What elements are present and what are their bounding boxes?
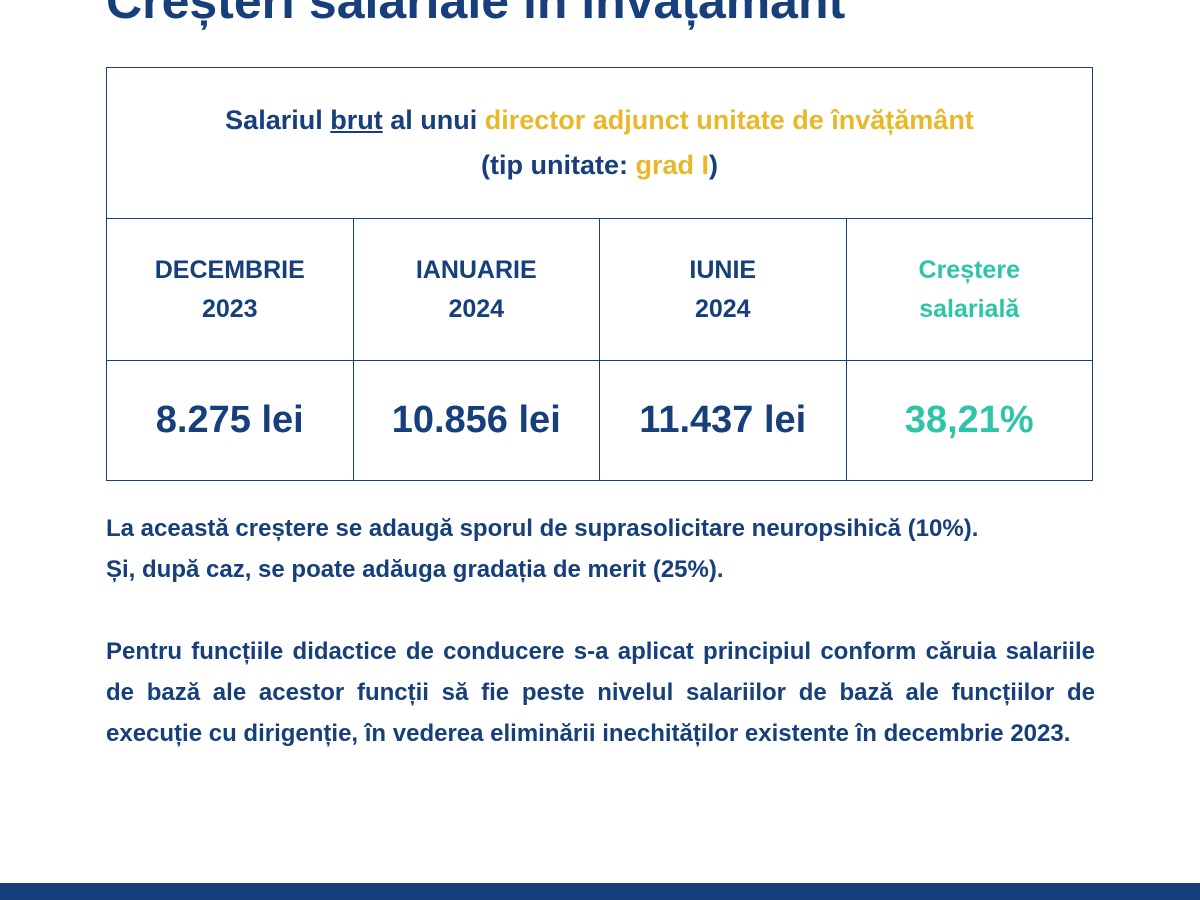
caption-segment: brut (330, 105, 383, 135)
header-cell: IANUARIE 2024 (352, 218, 600, 361)
table-caption: Salariul brut al unui director adjunct u… (106, 67, 1093, 219)
note-text: Și, după caz, se poate adăuga (106, 556, 453, 583)
header-line: Creștere (918, 255, 1020, 284)
header-line: 2023 (201, 294, 258, 323)
note-text: gradația de merit (25%). (452, 556, 724, 583)
header-cell: DECEMBRIE 2023 (106, 218, 354, 361)
header-line: 2024 (448, 294, 505, 323)
salary-table: Salariul brut al unui director adjunct u… (106, 67, 1093, 481)
caption-segment: ) (709, 150, 718, 180)
note-paragraph: Și, după caz, se poate adăuga gradația d… (106, 549, 1095, 590)
note-text: Pentru funcțiile didactice de conducere … (106, 638, 1095, 747)
value-cell: 10.856 lei (352, 360, 600, 481)
caption-segment: director adjunct unitate de învățământ (484, 105, 974, 135)
header-line: IANUARIE (415, 255, 537, 284)
header-cell: IUNIE 2024 (599, 218, 847, 361)
value-row: 8.275 lei 10.856 lei 11.437 lei 38,21% (106, 360, 1093, 481)
header-line: 2024 (694, 294, 751, 323)
note-text: sporul de suprasolicitare neuropsihică (… (459, 515, 979, 542)
header-line: DECEMBRIE (154, 255, 305, 284)
note-paragraph: La această creștere se adaugă sporul de … (106, 508, 1095, 549)
header-line: IUNIE (689, 255, 757, 284)
value-cell: 38,21% (845, 360, 1093, 481)
notes: La această creștere se adaugă sporul de … (106, 508, 1095, 754)
note-text: în vederea eliminării inechităților exis… (364, 720, 1071, 747)
caption-segment: (tip unitate: (481, 150, 636, 180)
header-cell: Creștere salarială (845, 218, 1093, 361)
header-row: DECEMBRIE 2023 IANUARIE 2024 IUNIE 2024 Crește… (106, 218, 1093, 361)
header-line: salarială (919, 294, 1020, 323)
note-paragraph: Pentru funcțiile didactice de conducere … (106, 631, 1095, 754)
title: Creșteri salariale în învățământ (106, 0, 846, 29)
value-cell: 8.275 lei (106, 360, 354, 481)
note-text: La această creștere se adaugă (106, 515, 460, 542)
footer-bar (0, 883, 1200, 900)
value-cell: 11.437 lei (599, 360, 847, 481)
caption-segment: Salariul (225, 105, 331, 135)
caption-segment: grad I (635, 150, 709, 180)
caption-segment: al unui (382, 105, 485, 135)
